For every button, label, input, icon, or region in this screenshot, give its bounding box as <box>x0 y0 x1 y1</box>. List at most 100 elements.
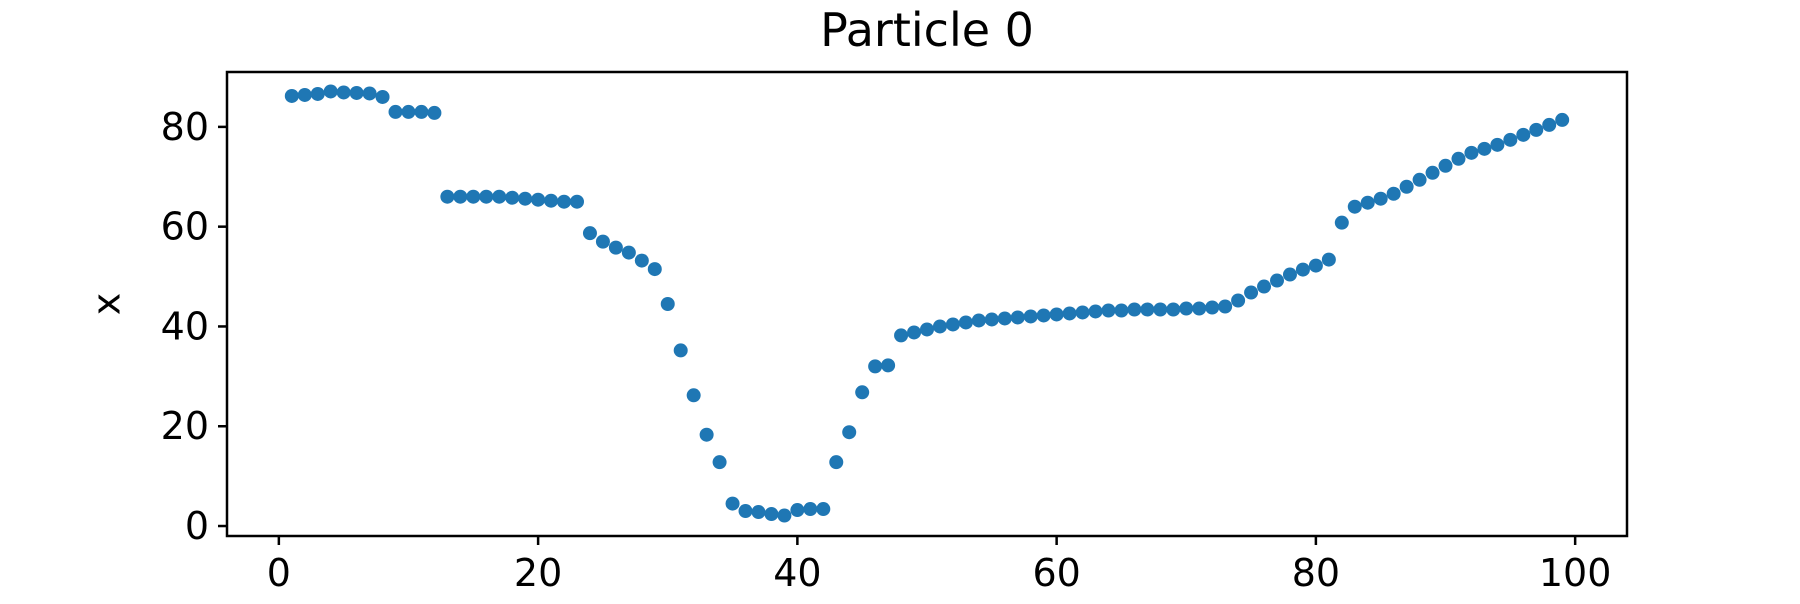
data-point <box>492 189 507 204</box>
data-point <box>608 240 623 255</box>
data-point <box>518 191 533 206</box>
data-point <box>479 189 494 204</box>
data-point <box>920 322 934 337</box>
data-point <box>751 505 766 520</box>
data-point <box>907 325 922 340</box>
data-point <box>816 502 831 517</box>
data-point <box>1412 172 1427 187</box>
data-point <box>310 86 325 101</box>
data-point <box>1218 299 1233 314</box>
data-point <box>1049 307 1064 322</box>
data-point <box>1257 279 1272 294</box>
data-point <box>1529 122 1544 137</box>
data-point <box>1451 151 1466 166</box>
data-point <box>1438 158 1453 173</box>
data-point <box>971 313 986 328</box>
data-point <box>1179 301 1194 316</box>
data-point <box>997 311 1012 326</box>
data-point <box>582 226 597 241</box>
data-point <box>855 385 870 400</box>
data-point <box>401 104 416 119</box>
data-point <box>868 359 883 374</box>
data-point <box>790 503 805 518</box>
chart-title: Particle 0 <box>820 3 1034 57</box>
data-point <box>1062 306 1077 321</box>
data-point <box>1153 302 1168 317</box>
data-point <box>1464 145 1479 160</box>
data-point <box>557 194 572 209</box>
x-tick-label: 20 <box>514 551 562 595</box>
data-point <box>505 190 520 205</box>
data-point <box>570 194 584 209</box>
data-point <box>634 253 649 268</box>
data-point <box>1399 179 1414 194</box>
data-point <box>284 88 299 103</box>
x-tick-label: 100 <box>1539 551 1612 595</box>
data-point <box>544 193 559 208</box>
data-point <box>881 358 896 373</box>
data-point <box>1295 262 1310 277</box>
data-point <box>764 507 779 522</box>
data-point <box>894 328 909 343</box>
data-point <box>1127 302 1142 317</box>
data-point <box>1490 137 1505 152</box>
data-point <box>453 189 468 204</box>
data-point <box>829 455 844 470</box>
x-tick-label: 80 <box>1292 551 1340 595</box>
x-axis-ticks: 0 20 40 60 80 100 <box>267 536 1612 595</box>
data-point <box>1425 165 1440 180</box>
data-points <box>284 84 1570 523</box>
data-point <box>362 86 377 101</box>
plot-area <box>225 70 1629 538</box>
data-point <box>842 425 857 440</box>
x-tick-label: 40 <box>773 551 821 595</box>
plot-frame <box>225 70 1629 538</box>
data-point <box>531 192 546 207</box>
data-point <box>1516 127 1531 142</box>
data-point <box>1205 300 1220 315</box>
data-point <box>1010 310 1025 325</box>
data-point <box>958 315 973 330</box>
data-point <box>1282 267 1297 282</box>
data-point <box>336 85 351 100</box>
data-point <box>932 319 947 334</box>
data-point <box>945 317 960 332</box>
data-point <box>699 427 714 442</box>
x-tick-label: 60 <box>1032 551 1080 595</box>
data-point <box>427 105 442 120</box>
data-point <box>1140 302 1155 317</box>
data-point <box>621 245 636 260</box>
data-point <box>777 508 792 523</box>
data-point <box>414 104 429 119</box>
y-axis-ticks: 0 20 40 60 80 <box>161 105 227 548</box>
data-point <box>1386 186 1401 201</box>
data-point <box>1023 309 1038 324</box>
data-point <box>1270 273 1284 288</box>
data-point <box>1088 304 1103 319</box>
data-point <box>725 496 740 511</box>
data-point <box>1192 301 1207 316</box>
data-point <box>1231 293 1246 308</box>
y-tick-label: 80 <box>161 105 209 149</box>
data-point <box>686 388 701 403</box>
data-point <box>1503 132 1518 147</box>
data-point <box>297 87 312 102</box>
data-point <box>712 455 727 470</box>
y-tick-label: 20 <box>161 404 209 448</box>
y-axis-label: x <box>84 293 128 316</box>
data-point <box>738 504 753 519</box>
data-point <box>673 343 688 358</box>
y-tick-label: 0 <box>185 504 209 548</box>
data-point <box>440 189 455 204</box>
data-point <box>1373 191 1388 206</box>
data-point <box>323 84 338 99</box>
data-point <box>1114 303 1129 318</box>
data-point <box>466 189 481 204</box>
x-tick-label: 0 <box>267 551 291 595</box>
data-point <box>1555 112 1570 127</box>
data-point <box>349 85 364 100</box>
data-point <box>660 297 675 311</box>
data-point <box>803 502 818 517</box>
y-tick-label: 40 <box>161 304 209 348</box>
